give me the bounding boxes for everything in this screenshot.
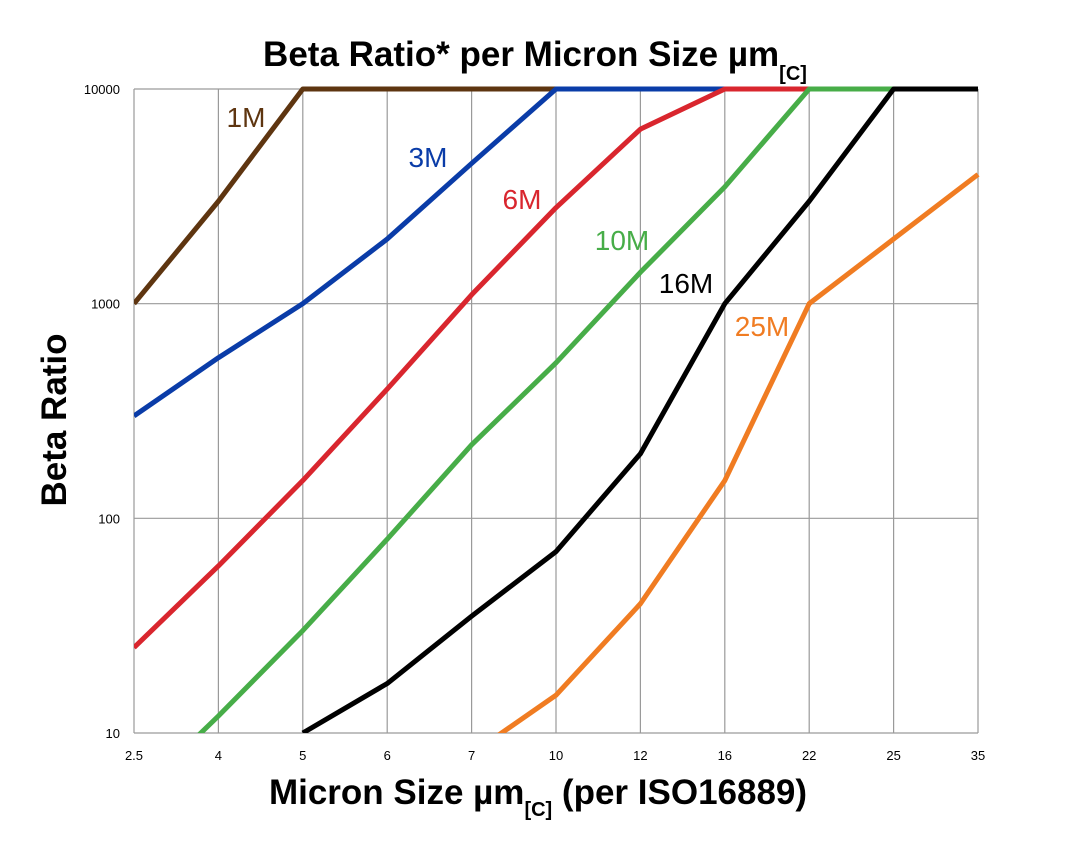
series-label-3m: 3M: [409, 142, 448, 173]
y-tick-label: 10000: [84, 82, 120, 97]
series-label-6m: 6M: [503, 184, 542, 215]
chart-title: Beta Ratio* per Micron Size µm[C]: [263, 35, 807, 85]
series-lines: [134, 86, 980, 733]
chart-title-subscript: [C]: [779, 63, 807, 85]
x-tick-label: 4: [215, 748, 222, 763]
x-tick-label: 2.5: [125, 748, 143, 763]
series-label-1m: 1M: [227, 102, 266, 133]
x-tick-label: 12: [633, 748, 647, 763]
y-tick-label: 1000: [91, 297, 120, 312]
x-tick-label: 16: [718, 748, 732, 763]
x-tick-label: 7: [468, 748, 475, 763]
series-label-10m: 10M: [595, 225, 649, 256]
y-axis-label: Beta Ratio: [35, 333, 74, 506]
x-tick-label: 25: [886, 748, 900, 763]
x-tick-label: 35: [971, 748, 985, 763]
x-tick-label: 22: [802, 748, 816, 763]
x-tick-label: 10: [549, 748, 563, 763]
grid: [133, 88, 979, 734]
series-line-25m: [497, 172, 980, 733]
y-tick-labels: 10 100 1000 10000: [84, 82, 120, 741]
x-axis-label: Micron Size µm[C] (per ISO16889): [269, 773, 807, 821]
series-line-16m: [301, 86, 978, 733]
y-tick-label: 100: [98, 511, 120, 526]
series-label-25m: 25M: [735, 311, 789, 342]
x-axis-label-subscript: [C]: [524, 799, 552, 821]
x-tick-labels: 2.5 4 5 6 7 10 12 16 22 25 35: [125, 748, 985, 763]
series-label-16m: 16M: [659, 268, 713, 299]
x-tick-label: 5: [299, 748, 306, 763]
series-line-10m: [197, 86, 978, 733]
x-tick-label: 6: [384, 748, 391, 763]
y-tick-label: 10: [106, 726, 120, 741]
series-labels: 1M 3M 6M 10M 16M 25M: [227, 102, 790, 342]
